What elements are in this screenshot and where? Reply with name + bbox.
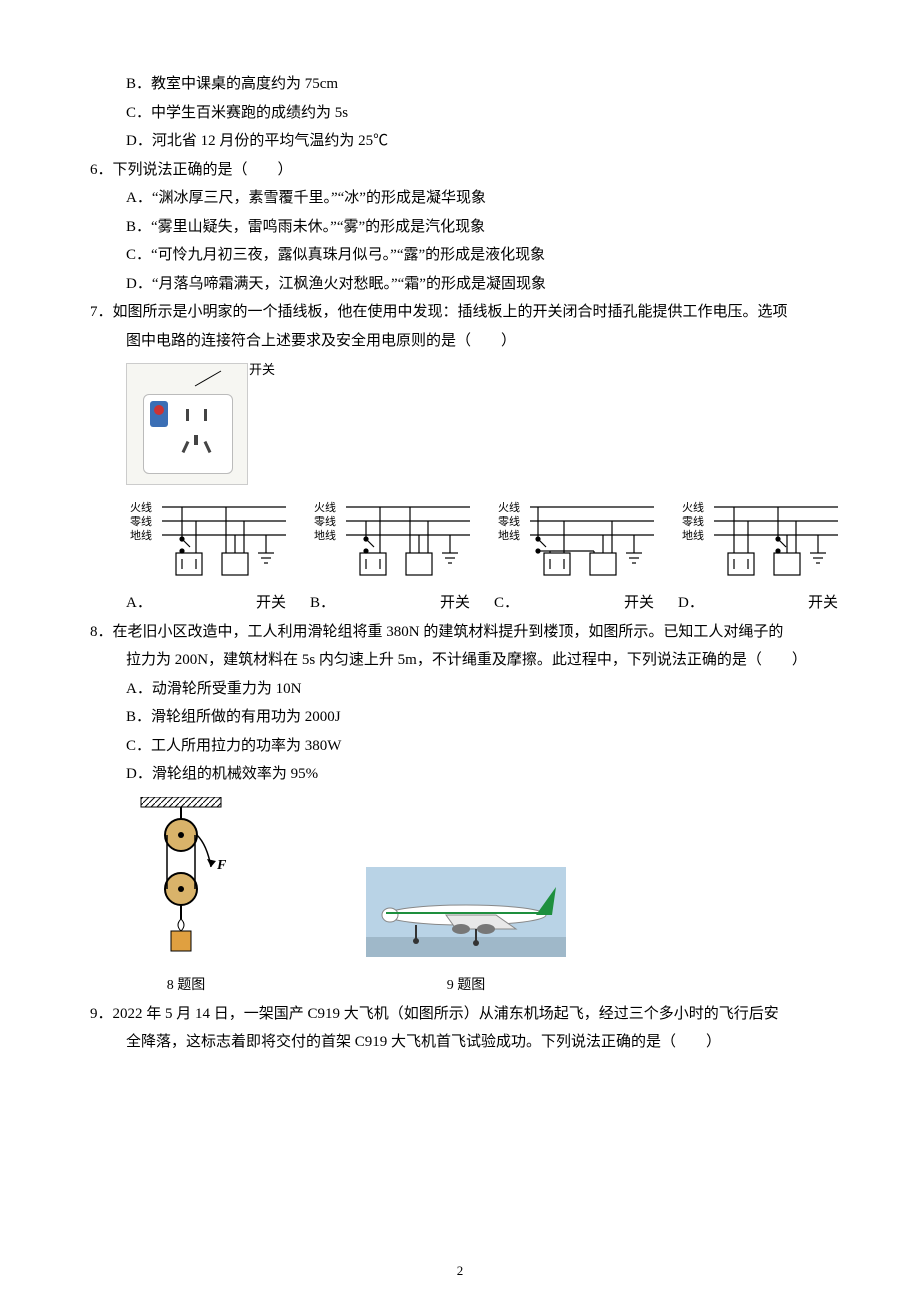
circuit-d: 火线 零线 地线 D． 开关	[678, 495, 838, 618]
svg-text:火线: 火线	[498, 500, 520, 514]
caption-9: 9 题图	[366, 973, 566, 1000]
circuit-a: 火线 零线 地线 A． 开关	[126, 495, 286, 618]
svg-text:地线: 地线	[314, 528, 336, 542]
q9-stem1: 9．2022 年 5 月 14 日，一架国产 C919 大飞机（如图所示）从浦东…	[90, 1000, 830, 1029]
svg-text:火线: 火线	[682, 500, 704, 514]
slot	[182, 441, 190, 453]
svg-text:零线: 零线	[314, 514, 336, 528]
q7-stem2: 图中电路的连接符合上述要求及安全用电原则的是（ ）	[126, 327, 830, 356]
cap-d: D．	[678, 589, 704, 618]
q8-stem1: 8．在老旧小区改造中，工人利用滑轮组将重 380N 的建筑材料提升到楼顶，如图所…	[90, 618, 830, 647]
slot	[204, 441, 212, 453]
plane-figure: 9 题图	[366, 867, 566, 1000]
strip-body	[143, 394, 233, 474]
cap-a: A．	[126, 589, 152, 618]
slot	[204, 409, 207, 421]
force-label: F	[216, 858, 227, 873]
svg-text:地线: 地线	[498, 528, 520, 542]
indicator-led	[154, 405, 164, 415]
q8-stem2: 拉力为 200N，建筑材料在 5s 内匀速上升 5m，不计绳重及摩擦。此过程中，…	[126, 646, 830, 675]
cap-c: C．	[494, 589, 519, 618]
page-number: 2	[0, 1259, 920, 1284]
q9: 9．2022 年 5 月 14 日，一架国产 C919 大飞机（如图所示）从浦东…	[90, 1000, 830, 1057]
pulley-svg: F	[131, 797, 241, 957]
cap-sw: 开关	[256, 589, 286, 618]
circuit-options: 火线 零线 地线 A． 开关	[126, 495, 830, 618]
q7: 7．如图所示是小明家的一个插线板，他在使用中发现：插线板上的开关闭合时插孔能提供…	[90, 298, 830, 618]
q6: 6．下列说法正确的是（ ） A．“渊冰厚三尺，素雪覆千里。”“冰”的形成是凝华现…	[90, 156, 830, 299]
opt-b: B．教室中课桌的高度约为 75cm	[126, 70, 830, 99]
q8-d: D．滑轮组的机械效率为 95%	[126, 760, 830, 789]
opt-c: C．中学生百米赛跑的成绩约为 5s	[126, 99, 830, 128]
live-label: 火线	[130, 500, 152, 514]
circuit-c-svg: 火线 零线 地线	[494, 495, 654, 585]
slot	[186, 409, 189, 421]
svg-text:地线: 地线	[682, 528, 704, 542]
q9-stem2: 全降落，这标志着即将交付的首架 C919 大飞机首飞试验成功。下列说法正确的是（…	[126, 1028, 830, 1057]
ground-label: 地线	[130, 528, 152, 542]
slot	[194, 435, 198, 445]
cap-sw: 开关	[808, 589, 838, 618]
q8-q9-figures: F 8 题图	[126, 797, 830, 1000]
q6-d: D．“月落乌啼霜满天，江枫渔火对愁眠。”“霜”的形成是凝固现象	[126, 270, 830, 299]
q7-stem1: 7．如图所示是小明家的一个插线板，他在使用中发现：插线板上的开关闭合时插孔能提供…	[90, 298, 830, 327]
svg-text:火线: 火线	[314, 500, 336, 514]
opt-d: D．河北省 12 月份的平均气温约为 25℃	[126, 127, 830, 156]
neutral-label: 零线	[130, 514, 152, 528]
circuit-c: 火线 零线 地线 C． 开关	[494, 495, 654, 618]
q6-b: B．“雾里山疑失，雷鸣雨未休。”“雾”的形成是汽化现象	[126, 213, 830, 242]
svg-text:零线: 零线	[498, 514, 520, 528]
svg-text:零线: 零线	[682, 514, 704, 528]
circuit-d-svg: 火线 零线 地线	[678, 495, 838, 585]
cap-b: B．	[310, 589, 335, 618]
q6-c: C．“可怜九月初三夜，露似真珠月似弓。”“露”的形成是液化现象	[126, 241, 830, 270]
cap-sw: 开关	[624, 589, 654, 618]
pulley-figure: F 8 题图	[126, 797, 246, 1000]
power-strip-photo: 开关	[126, 363, 830, 485]
q8-a: A．动滑轮所受重力为 10N	[126, 675, 830, 704]
q6-a: A．“渊冰厚三尺，素雪覆千里。”“冰”的形成是凝华现象	[126, 184, 830, 213]
page: B．教室中课桌的高度约为 75cm C．中学生百米赛跑的成绩约为 5s D．河北…	[0, 0, 920, 1302]
circuit-a-svg: 火线 零线 地线	[126, 495, 286, 585]
rocker-switch	[150, 401, 168, 427]
switch-label: 开关	[249, 358, 275, 383]
q-prev-options: B．教室中课桌的高度约为 75cm C．中学生百米赛跑的成绩约为 5s D．河北…	[126, 70, 830, 156]
circuit-b-svg: 火线 零线 地线	[310, 495, 470, 585]
leader-line	[195, 371, 221, 387]
circuit-b: 火线 零线 地线 B． 开关	[310, 495, 470, 618]
caption-8: 8 题图	[126, 973, 246, 1000]
q6-stem: 6．下列说法正确的是（ ）	[90, 156, 830, 185]
plane-svg	[366, 867, 566, 957]
q8-b: B．滑轮组所做的有用功为 2000J	[126, 703, 830, 732]
q8-c: C．工人所用拉力的功率为 380W	[126, 732, 830, 761]
cap-sw: 开关	[440, 589, 470, 618]
q8: 8．在老旧小区改造中，工人利用滑轮组将重 380N 的建筑材料提升到楼顶，如图所…	[90, 618, 830, 1000]
